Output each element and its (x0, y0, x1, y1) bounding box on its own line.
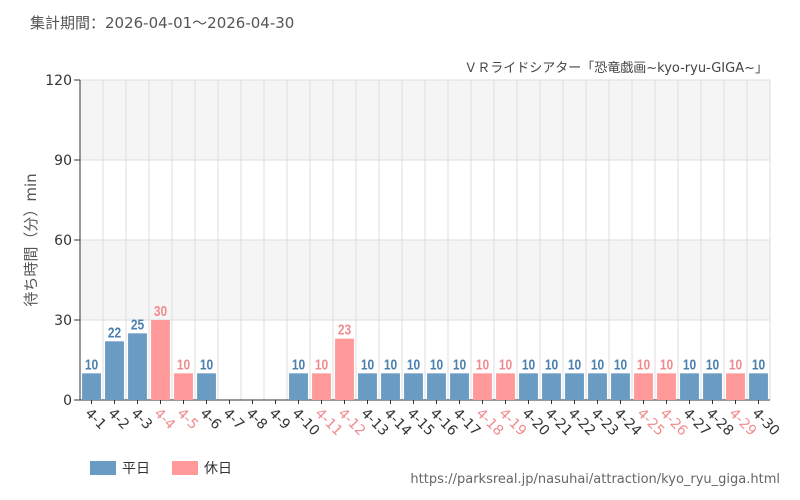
x-tick-label: 4-7 (220, 406, 247, 433)
bar-value-label: 10 (545, 356, 558, 373)
bar (335, 338, 354, 400)
bar-value-label: 10 (568, 356, 581, 373)
legend-label-weekday: 平日 (122, 461, 150, 477)
bar (404, 373, 423, 400)
bar (128, 333, 147, 400)
bar-value-label: 10 (361, 356, 374, 373)
bar (82, 373, 101, 400)
bar-value-label: 10 (729, 356, 742, 373)
bar (726, 373, 745, 400)
bar-value-label: 10 (591, 356, 604, 373)
bar-value-label: 10 (499, 356, 512, 373)
bar-value-label: 25 (131, 316, 145, 333)
chart-title: ＶＲライドシアター「恐竜戯画~kyo-ryu-GIGA~」 (464, 61, 768, 76)
bar (565, 373, 584, 400)
bar (358, 373, 377, 400)
bar (542, 373, 561, 400)
bar (703, 373, 722, 400)
bar-value-label: 10 (637, 356, 650, 373)
bar-value-label: 10 (614, 356, 627, 373)
bar (427, 373, 446, 400)
legend-swatch-holiday (172, 461, 198, 475)
bar-value-label: 10 (752, 356, 765, 373)
wait-time-bar-chart: 0 30 60 90 120 10 4-1 22 4-2 25 4-3 30 4-4 10 4-5 10 4-6… (22, 61, 782, 439)
bar-value-label: 10 (706, 356, 719, 373)
legend-label-holiday: 休日 (204, 461, 232, 477)
bar-value-label: 23 (338, 321, 352, 338)
bar-value-label: 10 (85, 356, 98, 373)
x-tick-label: 4-5 (174, 406, 201, 433)
bar (473, 373, 492, 400)
x-tick-label: 4-4 (151, 406, 179, 434)
y-axis-label: 待ち時間（分）min (22, 173, 40, 306)
chart-legend: 平日 休日 (90, 458, 254, 478)
bar-value-label: 10 (522, 356, 535, 373)
bar-value-label: 10 (683, 356, 696, 373)
bar (588, 373, 607, 400)
bar (174, 373, 193, 400)
x-tick-label: 4-1 (82, 406, 109, 433)
bar (197, 373, 216, 400)
bar (105, 341, 124, 400)
collection-period: 集計期間：2026-04-01～2026-04-30 (30, 14, 295, 32)
bar-value-label: 10 (430, 356, 443, 373)
y-tick-label: 0 (63, 393, 72, 409)
bar (519, 373, 538, 400)
bar-value-label: 10 (476, 356, 489, 373)
bar-value-label: 10 (407, 356, 420, 373)
bar-value-label: 30 (154, 303, 167, 320)
bar (611, 373, 630, 400)
bar (381, 373, 400, 400)
bar (496, 373, 515, 400)
source-link[interactable]: https://parksreal.jp/nasuhai/attraction/… (410, 472, 780, 487)
bar-value-label: 10 (384, 356, 397, 373)
bar (749, 373, 768, 400)
x-tick-label: 4-2 (105, 406, 132, 433)
x-tick-label: 4-3 (128, 406, 155, 433)
bar-value-label: 10 (315, 356, 328, 373)
bar-value-label: 10 (292, 356, 305, 373)
bar-value-label: 10 (177, 356, 190, 373)
x-tick-label: 4-6 (197, 406, 225, 434)
bar-value-label: 10 (200, 356, 213, 373)
bar (634, 373, 653, 400)
bar-value-label: 10 (453, 356, 466, 373)
bar (657, 373, 676, 400)
bar (289, 373, 308, 400)
bar (151, 320, 170, 400)
x-tick-label: 4-8 (243, 406, 270, 433)
y-tick-label: 120 (45, 73, 72, 89)
bar-value-label: 22 (108, 324, 122, 341)
legend-item-holiday: 休日 (172, 458, 232, 478)
bar (680, 373, 699, 400)
x-tick-label: 4-9 (266, 406, 293, 433)
y-tick-label: 30 (54, 313, 72, 329)
y-tick-label: 90 (54, 153, 72, 169)
bar-value-label: 10 (660, 356, 673, 373)
legend-swatch-weekday (90, 461, 116, 475)
bar (450, 373, 469, 400)
bar (312, 373, 331, 400)
y-tick-label: 60 (54, 233, 72, 249)
legend-item-weekday: 平日 (90, 458, 150, 478)
